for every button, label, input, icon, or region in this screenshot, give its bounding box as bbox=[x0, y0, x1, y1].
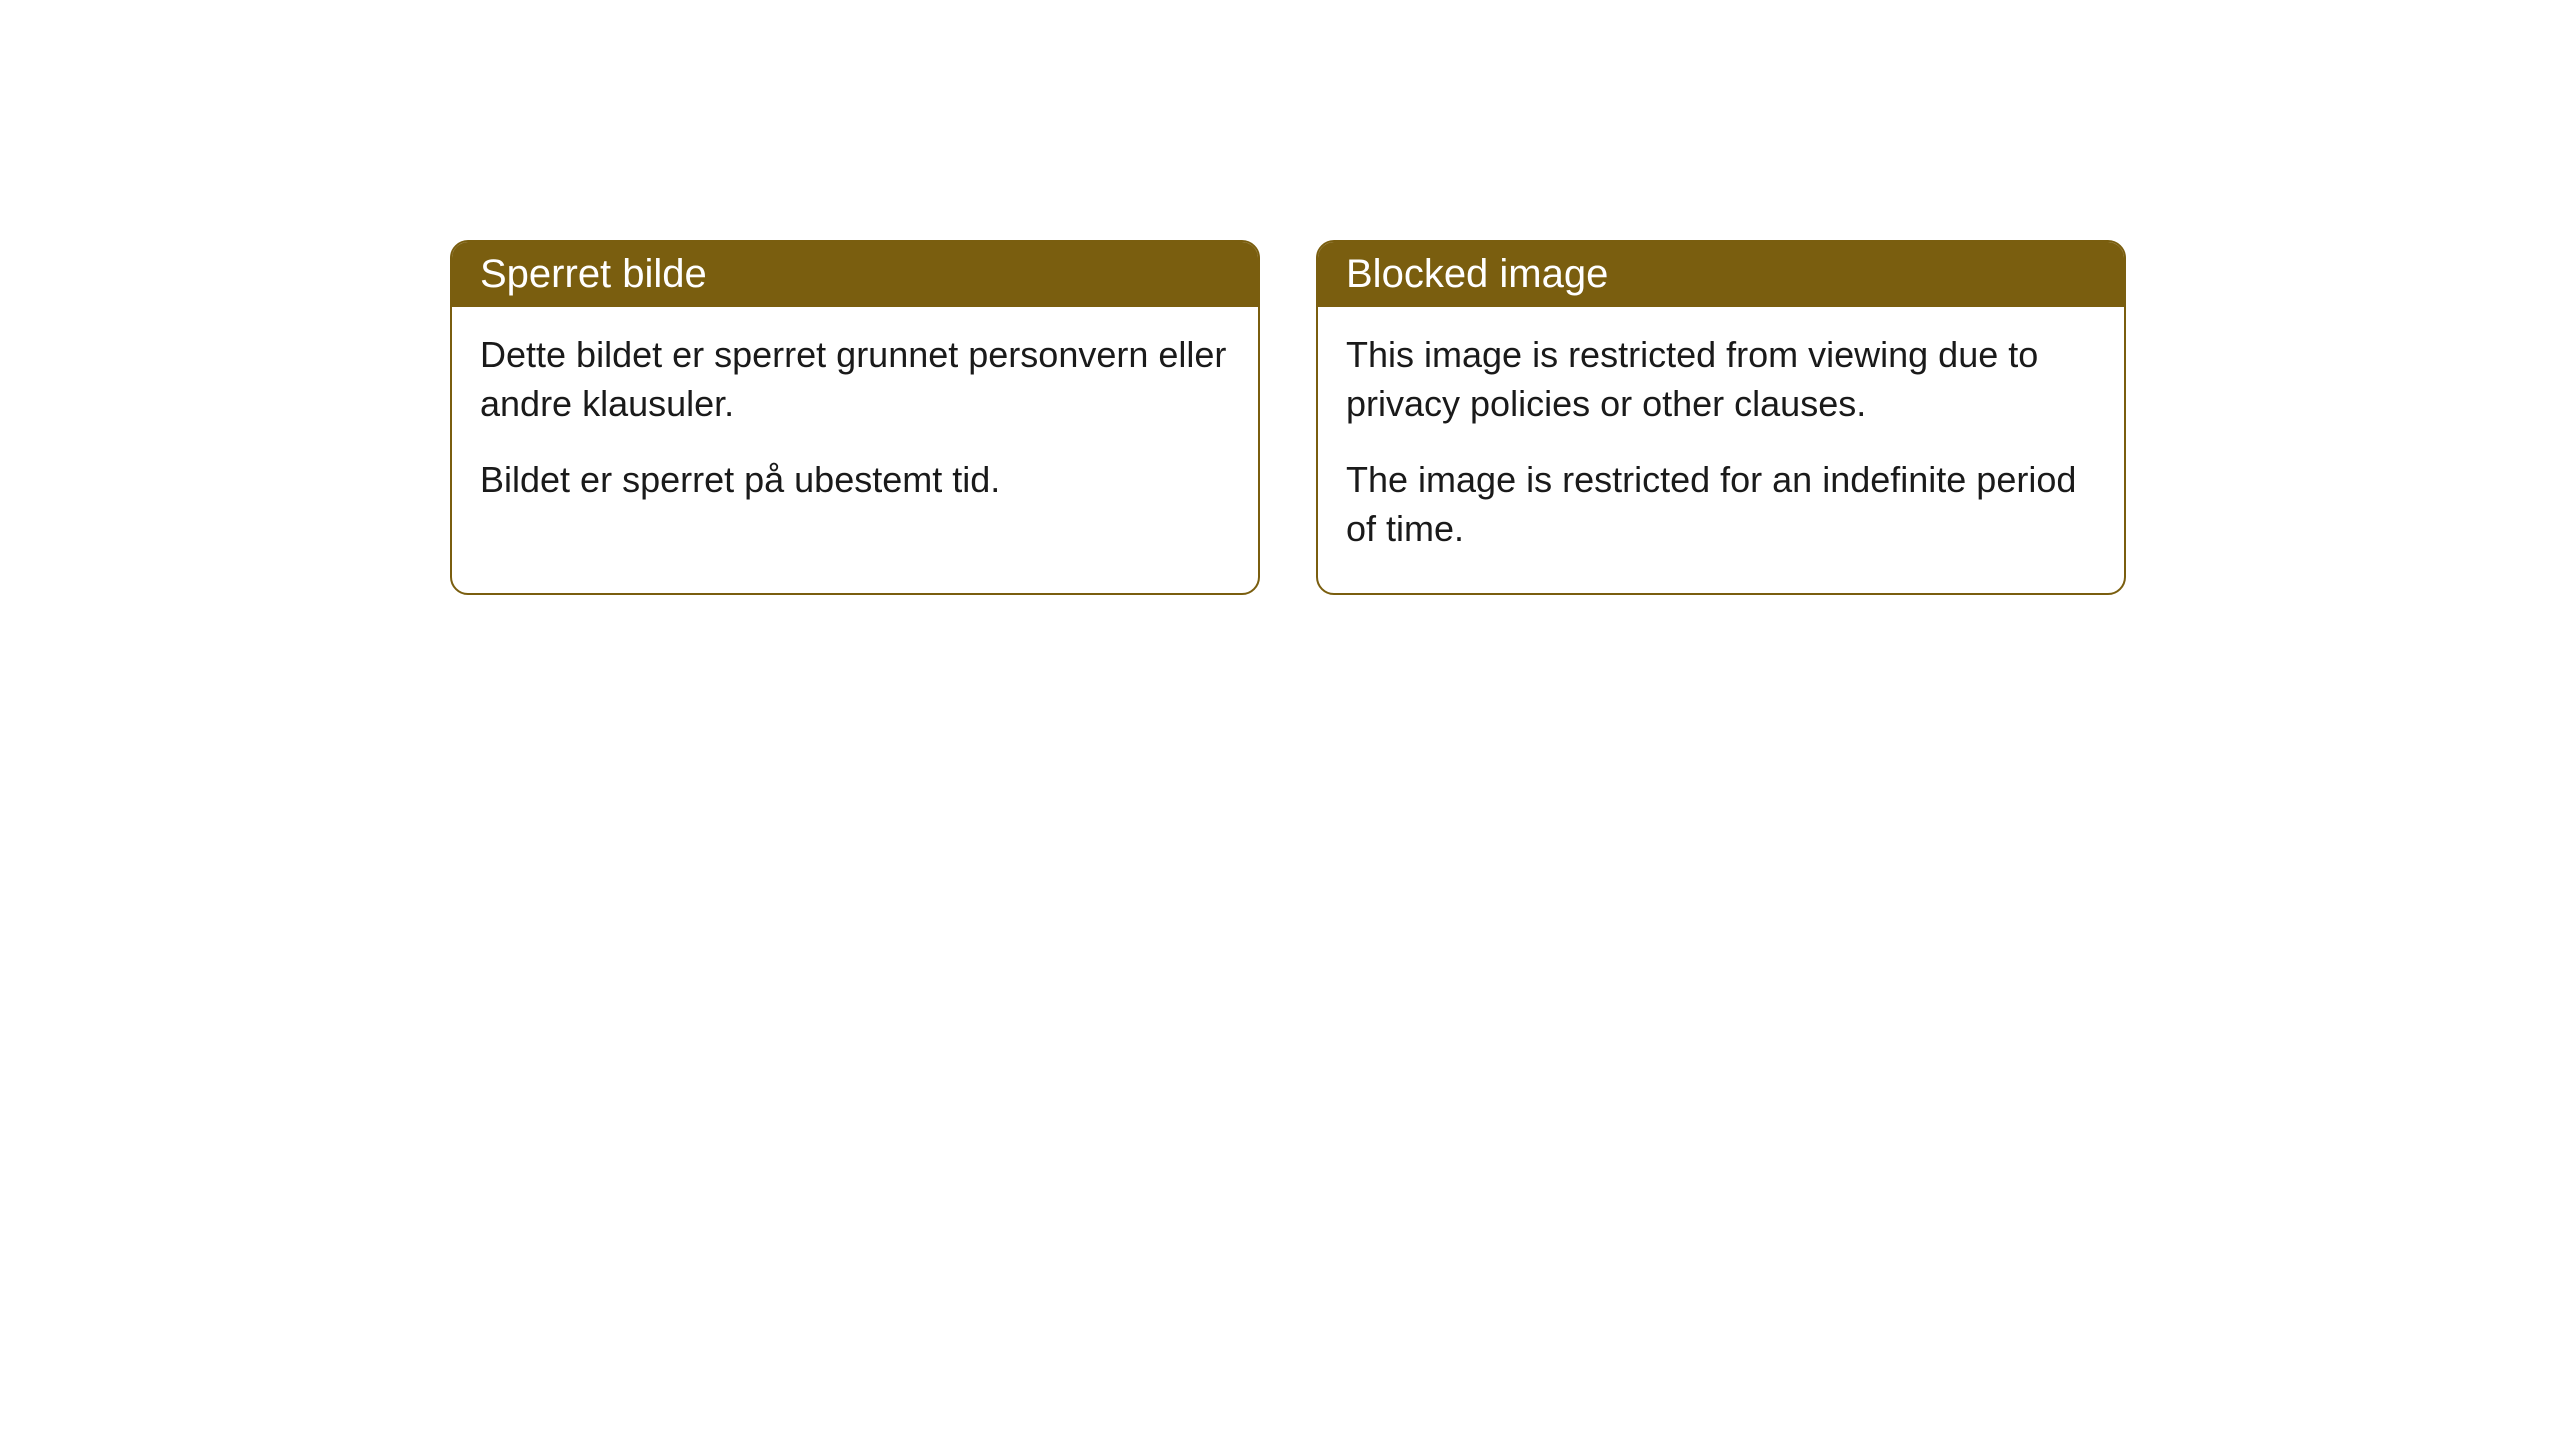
card-paragraph-norwegian-1: Dette bildet er sperret grunnet personve… bbox=[480, 331, 1230, 428]
card-body-norwegian: Dette bildet er sperret grunnet personve… bbox=[452, 307, 1258, 545]
notice-card-norwegian: Sperret bilde Dette bildet er sperret gr… bbox=[450, 240, 1260, 595]
card-header-english: Blocked image bbox=[1318, 242, 2124, 307]
card-body-english: This image is restricted from viewing du… bbox=[1318, 307, 2124, 593]
card-paragraph-english-1: This image is restricted from viewing du… bbox=[1346, 331, 2096, 428]
card-title-english: Blocked image bbox=[1346, 252, 1608, 296]
card-header-norwegian: Sperret bilde bbox=[452, 242, 1258, 307]
notice-card-english: Blocked image This image is restricted f… bbox=[1316, 240, 2126, 595]
notice-cards-container: Sperret bilde Dette bildet er sperret gr… bbox=[450, 240, 2126, 595]
card-paragraph-english-2: The image is restricted for an indefinit… bbox=[1346, 456, 2096, 553]
card-title-norwegian: Sperret bilde bbox=[480, 252, 707, 296]
card-paragraph-norwegian-2: Bildet er sperret på ubestemt tid. bbox=[480, 456, 1230, 505]
